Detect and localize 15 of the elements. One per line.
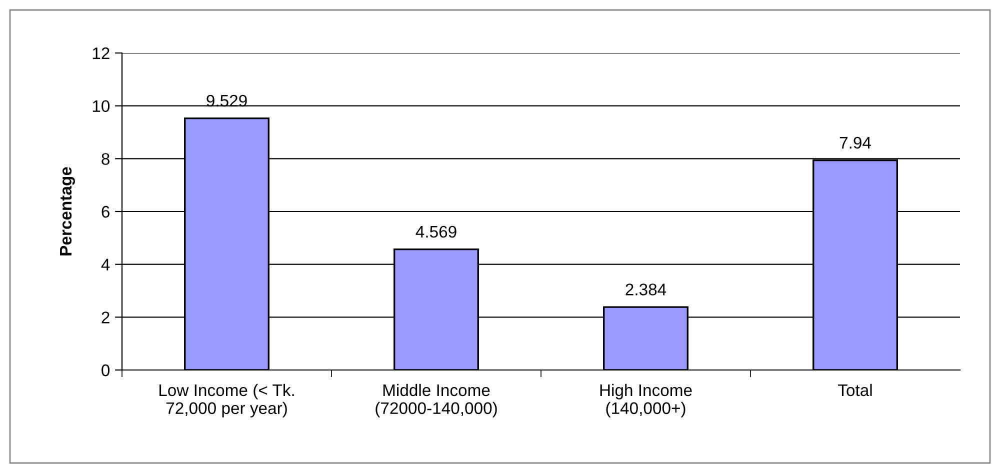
data-label: 4.569 (416, 226, 456, 238)
data-label: 2.384 (626, 284, 666, 296)
y-axis-title: Percentage (60, 167, 75, 256)
y-tick-label: 12 (92, 47, 110, 60)
x-tick-label: Middle Income (72000-140,000) (376, 384, 497, 418)
y-tick-label: 8 (102, 153, 110, 165)
x-tick-label: Low Income (< Tk. 72,000 per year) (159, 384, 294, 418)
y-tick-label: 0 (102, 364, 110, 376)
y-tick-label: 4 (101, 258, 110, 270)
y-tick-label: 10 (92, 100, 110, 112)
y-tick-label: 6 (102, 206, 110, 218)
data-label: 7.94 (840, 136, 871, 149)
x-tick-label: High Income (140,000+) (600, 384, 692, 418)
x-tick-label: Total (838, 384, 872, 396)
y-tick-label: 2 (102, 312, 110, 324)
